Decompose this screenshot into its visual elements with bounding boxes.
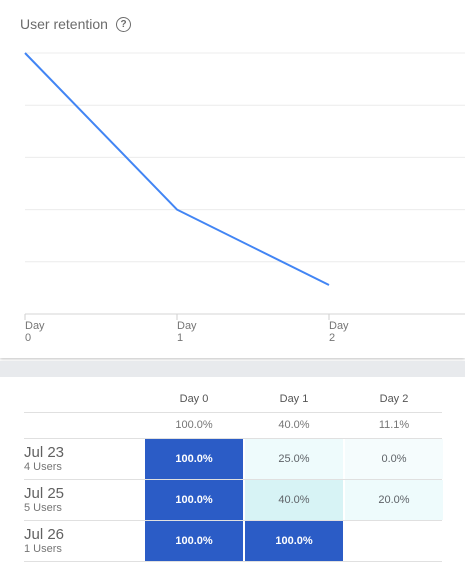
cohort-users: 4 Users [24, 461, 62, 473]
retention-cell: 100.0% [245, 521, 343, 561]
x-tick-label: Day 0 [25, 320, 45, 344]
divider [24, 438, 442, 439]
column-header-day1: Day 1 [279, 393, 309, 405]
retention-cell: 20.0% [345, 480, 443, 520]
retention-line-chart [24, 52, 465, 320]
divider [24, 412, 442, 413]
cohort-date: Jul 26 [24, 526, 65, 543]
retention-cell: 100.0% [145, 480, 243, 520]
retention-cell [345, 521, 443, 561]
retention-cell: 0.0% [345, 439, 443, 479]
retention-cell: 100.0% [145, 439, 243, 479]
retention-cell: 100.0% [145, 521, 243, 561]
column-header-day0: Day 0 [179, 393, 209, 405]
overall-pct-day1: 40.0% [278, 419, 310, 431]
section-divider [0, 361, 465, 377]
retention-table: Day 0 Day 1 Day 2 100.0% 40.0% 11.1% Jul… [0, 377, 465, 572]
cohort-date: Jul 23 [24, 444, 65, 461]
overall-pct-day2: 11.1% [378, 419, 410, 431]
divider [24, 479, 442, 480]
retention-cell: 40.0% [245, 480, 343, 520]
cohort-date: Jul 25 [24, 485, 65, 502]
divider [24, 520, 442, 521]
column-header-day2: Day 2 [379, 393, 409, 405]
x-tick-label: Day 2 [329, 320, 349, 344]
retention-cell: 25.0% [245, 439, 343, 479]
overall-pct-day0: 100.0% [175, 419, 213, 431]
retention-line [24, 52, 330, 286]
x-tick-label: Day 1 [177, 320, 197, 344]
retention-chart-card: User retention ? Day 0 Day 1 Day 2 [20, 16, 465, 344]
card-title: User retention [20, 16, 108, 32]
help-icon[interactable]: ? [116, 17, 131, 32]
divider [24, 561, 442, 562]
cohort-users: 1 Users [24, 543, 62, 555]
cohort-users: 5 Users [24, 502, 62, 514]
